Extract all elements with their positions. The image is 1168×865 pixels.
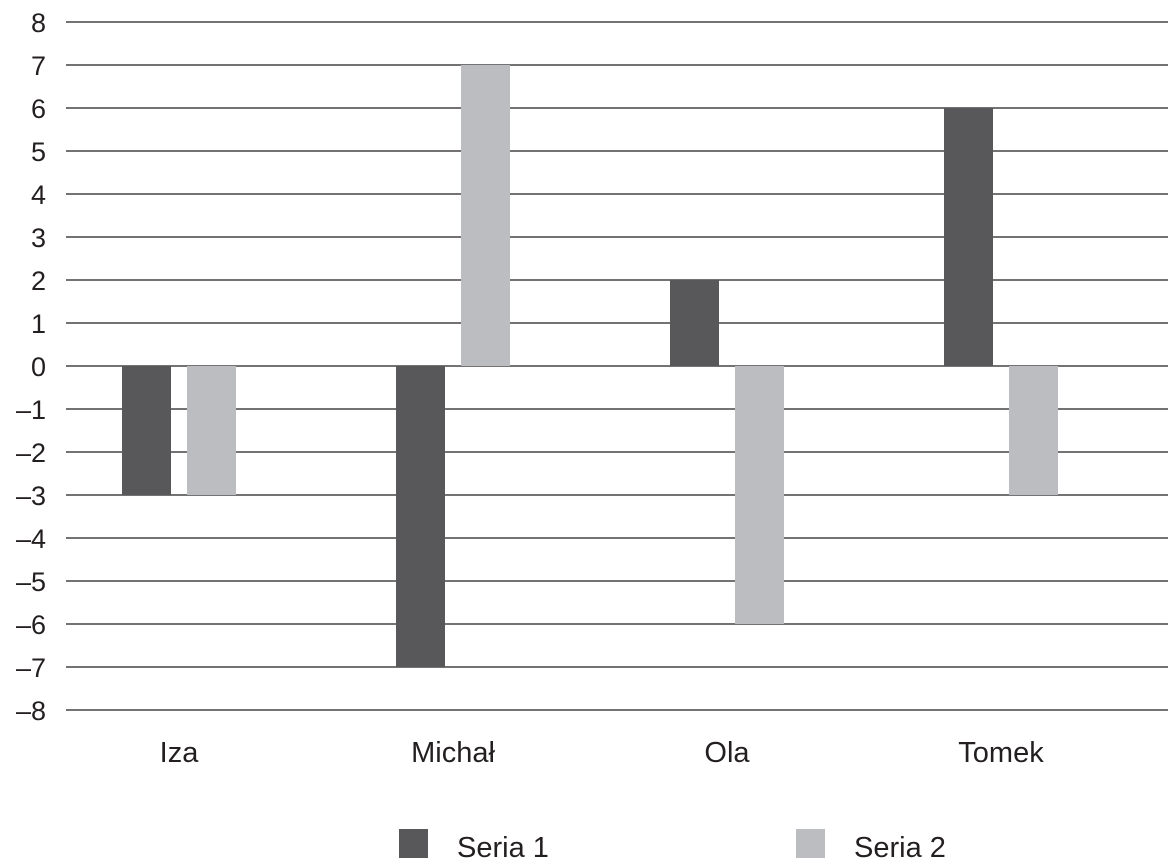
legend-label-1: Seria 1 <box>457 832 549 860</box>
x-category-label: Tomek <box>958 737 1044 769</box>
legend-label-2: Seria 2 <box>854 832 946 860</box>
x-category-label: Ola <box>704 737 750 769</box>
y-tick-label: –6 <box>16 610 46 640</box>
bar-2-iza <box>187 366 236 495</box>
y-tick-label: 4 <box>31 180 46 210</box>
y-tick-label: –2 <box>16 438 46 468</box>
y-axis-tick-labels: 8 7 6 5 4 3 2 1 0 –1 –2 –3 –4 –5 –6 –7 –8 <box>16 8 46 726</box>
y-tick-label: –4 <box>16 524 46 554</box>
y-tick-label: 0 <box>31 352 46 382</box>
y-tick-label: –7 <box>16 653 46 683</box>
x-category-label: Iza <box>160 737 200 769</box>
bar-2-ola <box>735 366 784 624</box>
legend-swatch-1 <box>399 829 428 858</box>
x-category-label: Michał <box>411 737 495 769</box>
legend-swatch-2 <box>796 829 825 858</box>
bar-1-tomek <box>944 108 993 366</box>
y-tick-label: 6 <box>31 94 46 124</box>
bar-1-michał <box>396 366 445 667</box>
y-tick-label: 3 <box>31 223 46 253</box>
bar-2-tomek <box>1009 366 1058 495</box>
bars <box>122 65 1058 667</box>
y-tick-label: –5 <box>16 567 46 597</box>
gridlines <box>66 21 1168 711</box>
y-tick-label: –3 <box>16 481 46 511</box>
y-tick-label: 7 <box>31 51 46 81</box>
y-tick-label: –1 <box>16 395 46 425</box>
x-axis-category-labels: Iza Michał Ola Tomek <box>160 737 1045 769</box>
y-tick-label: –8 <box>16 696 46 726</box>
bar-1-iza <box>122 366 171 495</box>
y-tick-label: 8 <box>31 8 46 38</box>
bar-1-ola <box>670 280 719 366</box>
legend: Seria 1 Seria 2 <box>399 829 946 864</box>
y-tick-label: 1 <box>31 309 46 339</box>
y-tick-label: 2 <box>31 266 46 296</box>
bar-2-michał <box>461 65 510 366</box>
y-tick-label: 5 <box>31 137 46 167</box>
